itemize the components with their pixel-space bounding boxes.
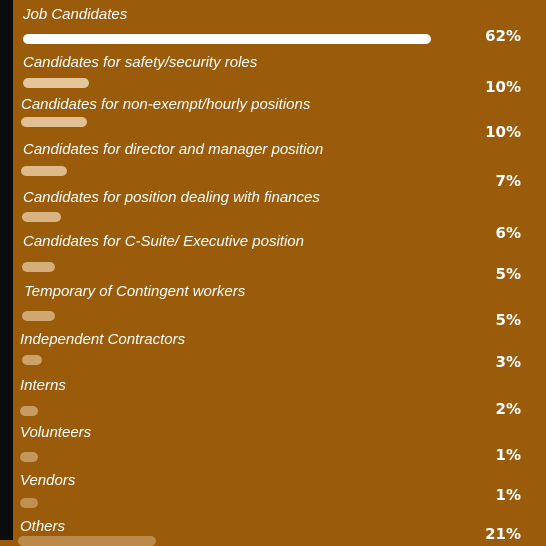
category-label: Vendors (20, 472, 76, 489)
category-label: Temporary of Contingent workers (24, 283, 246, 300)
bar (23, 78, 89, 88)
bar (22, 262, 55, 272)
left-edge-strip (0, 0, 13, 540)
bar (22, 212, 61, 222)
category-label: Interns (20, 377, 66, 394)
category-label: Candidates for director and manager posi… (23, 141, 324, 158)
category-label: Candidates for position dealing with fin… (23, 189, 320, 206)
bar (20, 498, 38, 508)
value-label: 62% (485, 27, 521, 45)
bar (18, 536, 156, 546)
value-label: 1% (495, 446, 521, 464)
category-label: Candidates for C-Suite/ Executive positi… (23, 233, 304, 250)
bar (21, 117, 87, 127)
bar (23, 34, 431, 44)
category-label: Independent Contractors (20, 331, 186, 348)
bar (22, 311, 55, 321)
bar (22, 355, 42, 365)
bar (21, 166, 67, 176)
value-label: 2% (495, 400, 521, 418)
category-label: Others (20, 518, 66, 535)
value-label: 1% (495, 486, 521, 504)
value-label: 10% (485, 123, 521, 141)
value-label: 3% (495, 353, 521, 371)
value-label: 10% (485, 78, 521, 96)
category-label: Job Candidates (23, 6, 128, 23)
category-label: Candidates for safety/security roles (23, 54, 258, 71)
value-label: 7% (495, 172, 521, 190)
bar (20, 406, 38, 416)
value-label: 5% (495, 311, 521, 329)
category-label: Volunteers (20, 424, 92, 441)
value-label: 6% (495, 224, 521, 242)
value-label: 21% (485, 525, 521, 543)
bar (20, 452, 38, 462)
category-label: Candidates for non-exempt/hourly positio… (21, 96, 311, 113)
value-label: 5% (495, 265, 521, 283)
